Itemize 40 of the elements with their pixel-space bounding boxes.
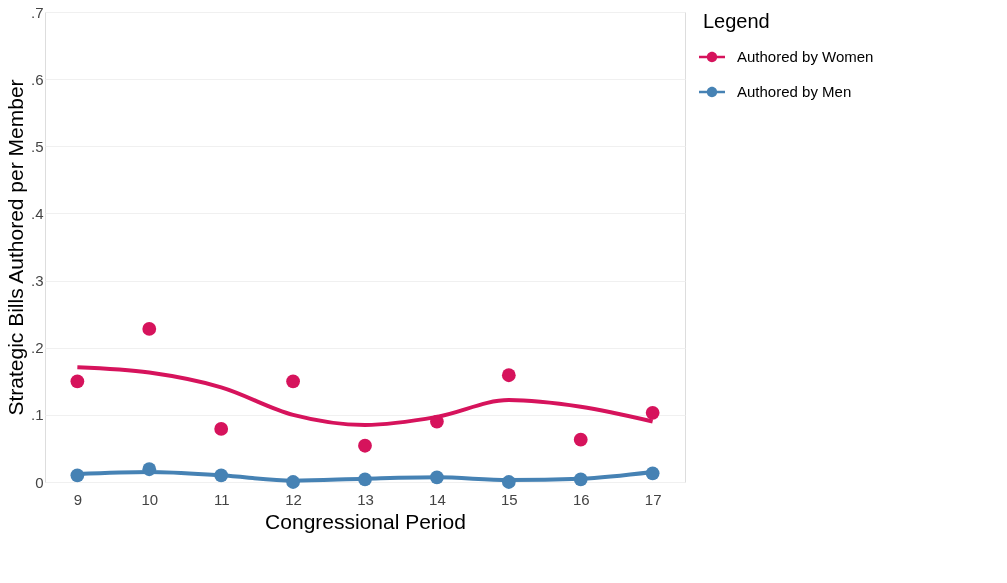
point <box>142 322 157 336</box>
legend-label: Authored by Men <box>737 83 852 100</box>
y-tick-label: 0 <box>35 473 44 491</box>
point <box>645 405 660 420</box>
x-tick-label: 11 <box>213 490 230 508</box>
y-tick-label: .6 <box>30 70 44 88</box>
x-tick-label: 9 <box>73 490 83 508</box>
point <box>286 475 300 489</box>
point <box>286 374 300 389</box>
legend-label: Authored by Women <box>737 48 874 65</box>
y-tick-label: .2 <box>30 339 44 357</box>
y-axis-title: Strategic Bills Authored per Member <box>3 79 27 416</box>
point <box>214 468 229 483</box>
point <box>645 466 660 481</box>
point <box>501 368 516 383</box>
x-tick-label: 15 <box>500 490 518 508</box>
point <box>501 475 516 489</box>
point <box>358 472 372 487</box>
y-tick-label: .4 <box>30 204 44 222</box>
x-tick-label: 14 <box>429 490 446 508</box>
x-axis-title: Congressional Period <box>265 509 466 533</box>
point <box>142 462 157 477</box>
point <box>430 470 444 485</box>
point <box>70 468 85 483</box>
point <box>70 374 85 389</box>
y-tick-label: .7 <box>30 3 44 21</box>
point <box>214 422 229 436</box>
point <box>573 432 588 447</box>
point <box>430 414 444 429</box>
y-tick-label: .5 <box>30 137 44 155</box>
legend-title: Legend <box>703 10 770 32</box>
x-tick-label: 13 <box>357 490 374 508</box>
y-tick-label: .3 <box>30 272 44 290</box>
x-tick-label: 16 <box>572 490 590 508</box>
y-tick-label: .1 <box>30 406 44 424</box>
x-tick-label: 10 <box>141 490 159 508</box>
point <box>358 438 372 453</box>
x-tick-label: 17 <box>644 490 662 508</box>
x-tick-label: 12 <box>285 490 302 508</box>
point <box>573 472 588 487</box>
